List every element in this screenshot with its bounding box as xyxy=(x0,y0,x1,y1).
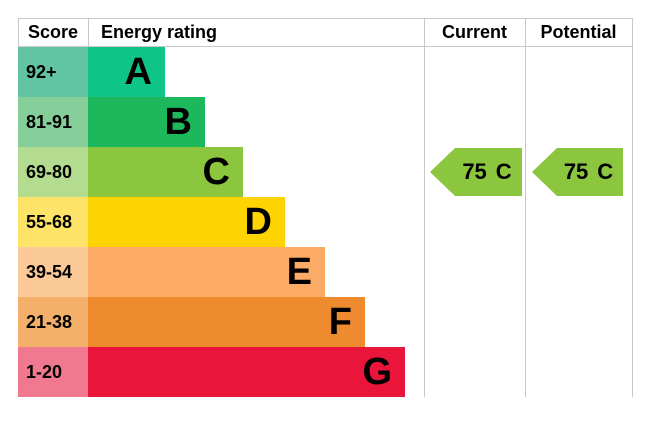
band-letter: D xyxy=(244,201,272,243)
band-letter: C xyxy=(202,151,230,193)
band-row-c: 69-80 C xyxy=(0,147,659,197)
current-rating-band: C xyxy=(495,159,512,184)
potential-column-header: Potential xyxy=(540,22,617,42)
band-bar: A xyxy=(88,47,165,97)
band-letter: F xyxy=(328,301,352,343)
score-range-label: 55-68 xyxy=(18,197,88,247)
energy-rating-column-header: Energy rating xyxy=(101,22,218,42)
score-column-header: Score xyxy=(27,22,79,42)
band-letter: B xyxy=(164,101,192,143)
potential-rating-value: 75 xyxy=(563,159,589,184)
potential-column-left-border xyxy=(525,18,526,397)
score-range-label: 21-38 xyxy=(18,297,88,347)
band-letter: G xyxy=(362,351,392,393)
score-range-label: 39-54 xyxy=(18,247,88,297)
band-letter: A xyxy=(124,51,152,93)
band-row-f: 21-38 F xyxy=(0,297,659,347)
band-bar: G xyxy=(88,347,405,397)
potential-rating-band: C xyxy=(597,159,614,184)
score-range-label: 81-91 xyxy=(18,97,88,147)
header-score-divider xyxy=(88,18,89,46)
score-range-label: 92+ xyxy=(18,47,88,97)
table-top-border xyxy=(18,18,633,19)
table-right-border xyxy=(632,18,633,397)
band-row-e: 39-54 E xyxy=(0,247,659,297)
current-column-left-border xyxy=(424,18,425,397)
current-column-header: Current xyxy=(441,22,507,42)
band-bar: C xyxy=(88,147,243,197)
band-bar: F xyxy=(88,297,365,347)
band-bar: D xyxy=(88,197,285,247)
score-range-label: 69-80 xyxy=(18,147,88,197)
band-row-g: 1-20 G xyxy=(0,347,659,397)
band-bar: B xyxy=(88,97,205,147)
current-rating-value: 75 xyxy=(462,159,487,184)
band-letter: E xyxy=(286,251,312,293)
band-row-b: 81-91 B xyxy=(0,97,659,147)
score-range-label: 1-20 xyxy=(18,347,88,397)
header-underline xyxy=(18,46,633,47)
band-row-d: 55-68 D xyxy=(0,197,659,247)
header-left-border xyxy=(18,18,19,46)
band-bar: E xyxy=(88,247,325,297)
band-row-a: 92+ A xyxy=(0,47,659,97)
